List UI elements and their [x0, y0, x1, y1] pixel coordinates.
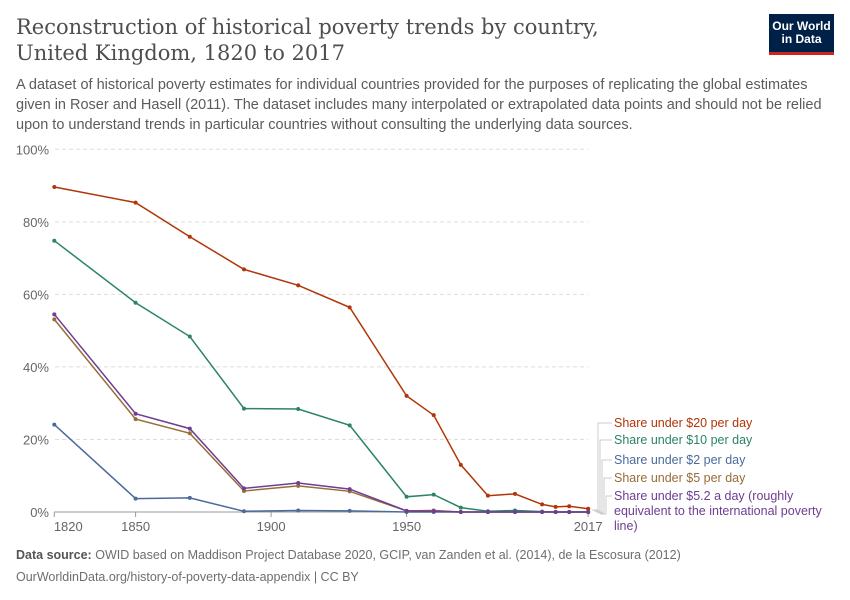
- data-point: [296, 406, 301, 411]
- data-point: [133, 300, 138, 305]
- data-point: [187, 431, 192, 436]
- data-point: [404, 393, 409, 398]
- x-tick-label: 1950: [392, 519, 421, 534]
- logo-line-2: in Data: [781, 32, 822, 46]
- y-tick-label: 100%: [16, 142, 50, 157]
- data-point: [553, 504, 558, 509]
- data-point: [513, 510, 517, 514]
- data-point: [242, 509, 246, 514]
- data-point: [133, 417, 138, 422]
- data-point: [133, 496, 138, 501]
- data-point: [296, 283, 301, 288]
- source-text: OWID based on Maddison Project Database …: [95, 548, 681, 562]
- data-point: [567, 510, 572, 514]
- data-point: [52, 238, 57, 243]
- data-point: [404, 494, 409, 499]
- data-point: [242, 406, 246, 411]
- series-line: [53, 240, 589, 513]
- legend-label: Share under $10 per day: [614, 433, 753, 447]
- data-point: [133, 411, 138, 416]
- legend-connector: [594, 439, 612, 512]
- data-point: [513, 491, 517, 496]
- data-point: [586, 506, 591, 511]
- x-tick-label: 1900: [257, 519, 286, 534]
- data-source: Data source: OWID based on Maddison Proj…: [16, 548, 681, 562]
- data-point: [347, 305, 352, 310]
- line-chart: 0% 20% 40% 60% 80% 100% 1820 1850 1900 1950 2017 Sh…: [16, 142, 823, 534]
- data-point: [586, 510, 591, 514]
- source-url[interactable]: OurWorldinData.org/history-of-poverty-da…: [16, 570, 359, 584]
- data-point: [540, 510, 545, 514]
- legend-connector: [598, 477, 612, 514]
- data-point: [431, 413, 436, 418]
- chart-subtitle: A dataset of historical poverty estimate…: [16, 77, 822, 133]
- x-tick-label: 1820: [54, 519, 83, 534]
- data-point: [52, 312, 57, 317]
- legend-label: Share under $20 per day: [614, 416, 753, 430]
- y-tick-label: 60%: [23, 287, 49, 302]
- x-tick-label: 2017: [574, 519, 603, 534]
- legend-connector: [596, 459, 612, 513]
- data-point: [296, 483, 301, 488]
- data-point: [431, 509, 436, 514]
- data-point: [458, 505, 463, 510]
- legend-connector: [600, 495, 612, 515]
- y-tick-label: 0%: [30, 505, 49, 520]
- series-line: [54, 186, 589, 510]
- data-point: [458, 510, 463, 514]
- data-point: [404, 508, 409, 513]
- data-point: [347, 423, 352, 428]
- data-point: [553, 510, 558, 514]
- legend-label: Share under $2 per day: [614, 453, 746, 467]
- data-point: [567, 504, 572, 509]
- logo-line-1: Our World: [772, 19, 831, 33]
- data-point: [187, 234, 192, 239]
- source-label: Data source:: [16, 548, 92, 562]
- data-point: [52, 185, 57, 190]
- owid-logo[interactable]: Our World in Data: [769, 14, 834, 55]
- data-point: [458, 462, 463, 467]
- legend-connector: [592, 422, 612, 511]
- data-point: [540, 502, 545, 507]
- data-point: [52, 422, 57, 427]
- data-point: [187, 426, 192, 431]
- data-point: [296, 508, 301, 513]
- legend-label: Share under $5 per day: [614, 471, 746, 485]
- data-point: [485, 493, 490, 498]
- data-point: [347, 508, 352, 513]
- data-point: [52, 317, 57, 322]
- data-point: [242, 267, 246, 272]
- data-point: [485, 510, 490, 514]
- data-point: [347, 487, 352, 492]
- y-tick-label: 40%: [23, 360, 49, 375]
- y-tick-label: 80%: [23, 215, 49, 230]
- legend-label: Share under $5.2 a day (roughly equivalen…: [614, 489, 823, 533]
- data-point: [187, 334, 192, 339]
- y-tick-label: 20%: [23, 432, 49, 447]
- chart-title: Reconstruction of historical poverty tre…: [16, 15, 599, 65]
- data-point: [431, 492, 436, 497]
- data-point: [133, 200, 138, 205]
- x-tick-label: 1850: [121, 519, 150, 534]
- data-point: [242, 486, 246, 491]
- data-point: [296, 480, 301, 485]
- data-point: [187, 495, 192, 500]
